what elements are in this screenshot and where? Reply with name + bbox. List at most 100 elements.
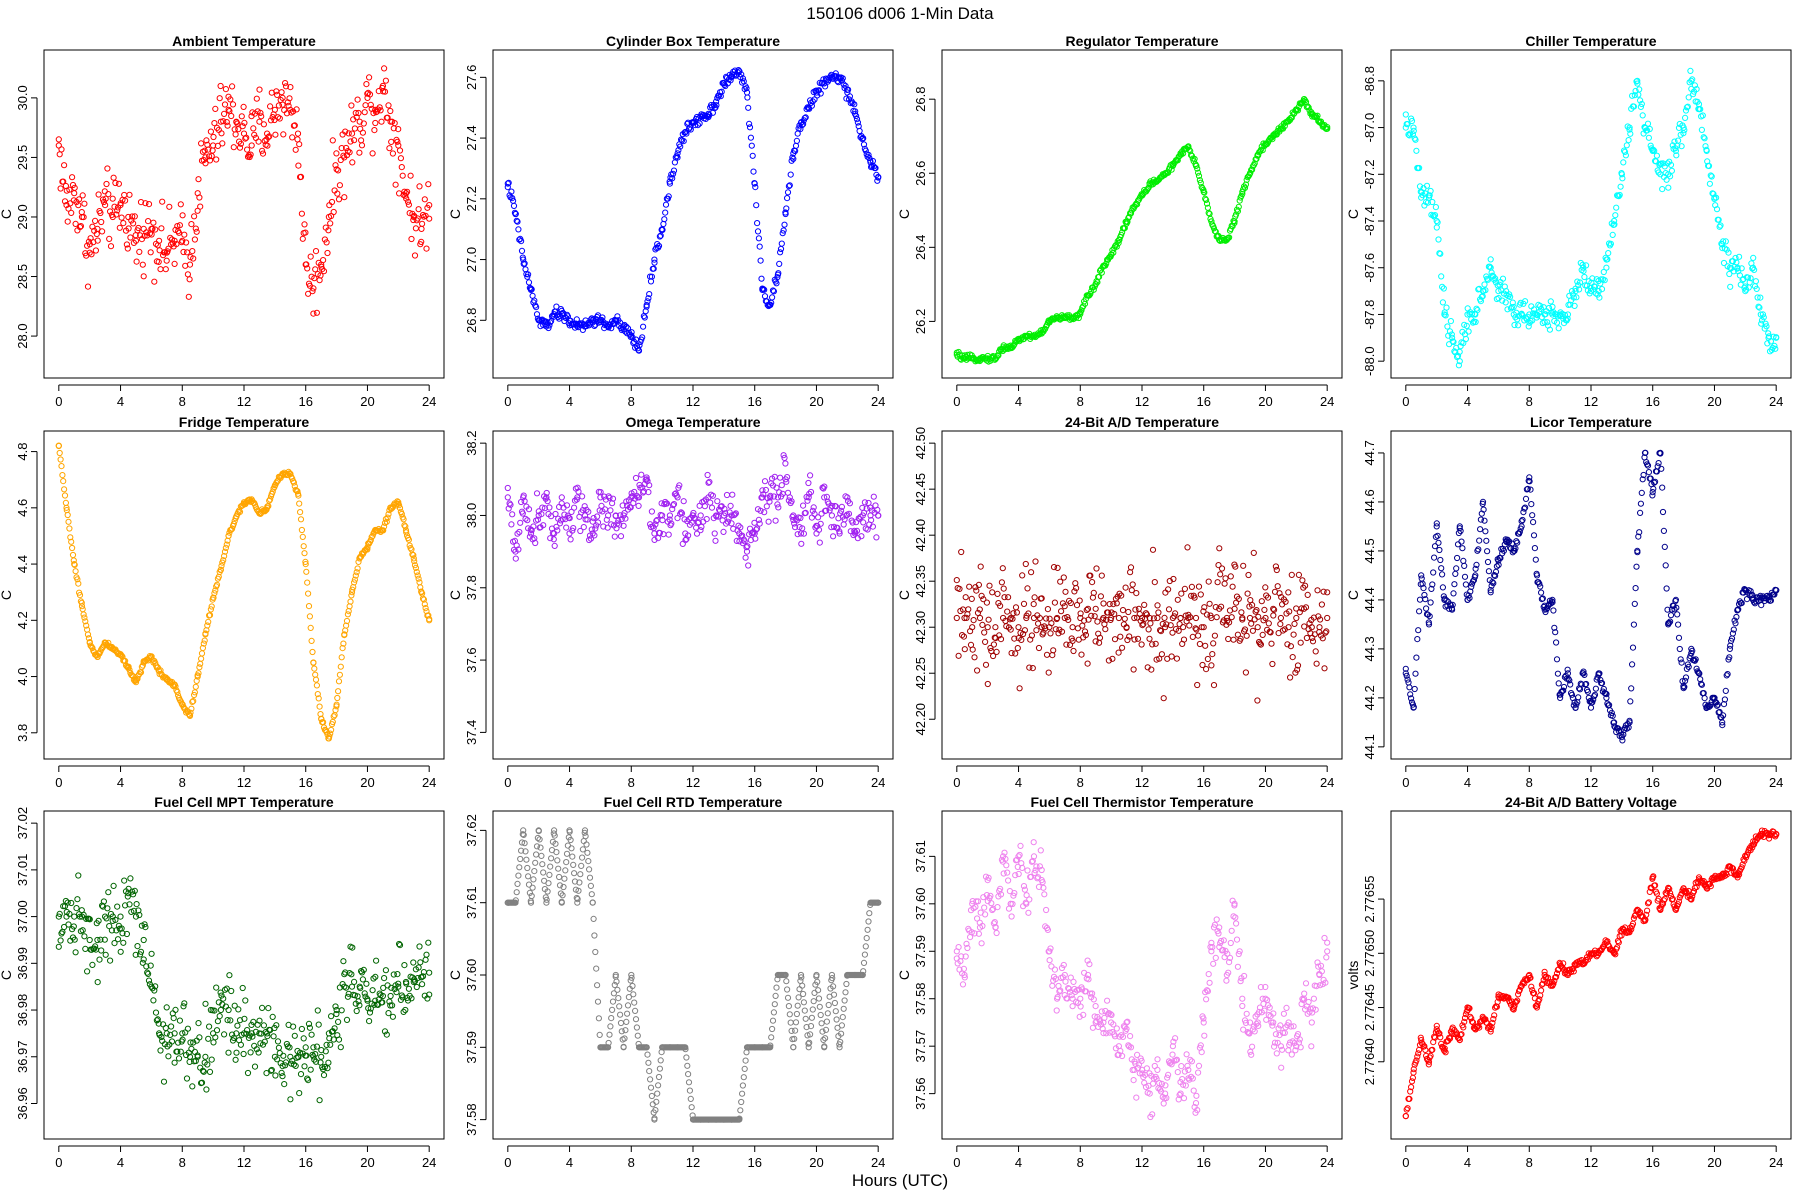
data-point [191, 1048, 198, 1056]
data-point [257, 109, 264, 117]
data-point [539, 504, 546, 511]
data-point [1736, 253, 1743, 260]
data-point [74, 576, 81, 583]
data-point [632, 1007, 639, 1015]
plot-frame [43, 430, 445, 760]
data-point [1706, 180, 1714, 187]
data-point [325, 1059, 332, 1066]
data-point [670, 170, 677, 177]
x-tick-label: 20 [1258, 775, 1272, 790]
data-point [102, 639, 109, 646]
data-point [1404, 676, 1411, 683]
data-point [71, 936, 78, 943]
data-point [632, 1016, 640, 1023]
data-point [228, 526, 235, 533]
data-point [205, 618, 212, 626]
data-point [1541, 311, 1548, 318]
data-point [1616, 191, 1623, 199]
data-point [559, 892, 566, 899]
data-point [352, 109, 359, 117]
data-point [425, 939, 432, 946]
data-point [250, 125, 257, 132]
data-point [1581, 273, 1588, 281]
data-point [298, 1025, 305, 1033]
data-point [1539, 595, 1546, 602]
data-point [202, 1000, 209, 1007]
data-point [653, 517, 660, 525]
data-point [1262, 614, 1269, 622]
data-point [330, 713, 337, 720]
data-point [94, 979, 101, 986]
data-point [727, 77, 734, 84]
data-point [781, 454, 788, 461]
data-point [953, 577, 960, 584]
data-point [1032, 558, 1039, 565]
data-point [1113, 600, 1120, 607]
data-point [772, 517, 779, 524]
data-point [594, 519, 602, 526]
data-point [202, 154, 209, 161]
data-point [1638, 489, 1645, 496]
data-point [157, 1047, 164, 1054]
data-point [724, 518, 732, 525]
x-tick-label: 0 [953, 394, 960, 409]
data-point [792, 142, 800, 149]
data-point [125, 890, 132, 897]
data-point [1492, 572, 1499, 580]
data-point [150, 997, 157, 1004]
data-point [1178, 590, 1185, 597]
data-point [105, 191, 112, 198]
data-point [368, 533, 375, 541]
x-tick-label: 0 [1402, 394, 1409, 409]
data-point [642, 308, 649, 315]
data-point [1490, 580, 1497, 587]
data-point [1577, 259, 1584, 267]
data-point [1755, 303, 1762, 310]
data-point [193, 677, 200, 685]
data-point [286, 1044, 293, 1051]
data-point [322, 1048, 329, 1055]
data-point [1431, 543, 1439, 550]
data-point [382, 967, 389, 974]
x-tick-label: 24 [871, 1155, 885, 1170]
data-point [569, 853, 576, 860]
data-point [727, 502, 734, 509]
data-point [1667, 173, 1674, 180]
data-point [165, 245, 172, 252]
data-point [401, 962, 408, 969]
data-point [1069, 314, 1076, 321]
data-point [513, 217, 520, 224]
data-point [181, 1000, 188, 1007]
data-point [294, 490, 302, 497]
data-point [714, 498, 721, 505]
data-point [303, 568, 310, 575]
data-point [1682, 107, 1690, 114]
data-point [103, 915, 110, 922]
data-point [1217, 571, 1224, 578]
data-point [1118, 592, 1125, 599]
data-point [1433, 217, 1440, 225]
data-point [81, 614, 88, 621]
data-point [1487, 589, 1494, 596]
data-point [57, 185, 64, 192]
data-point [399, 172, 406, 179]
data-point [410, 555, 417, 562]
data-point [188, 1045, 195, 1053]
data-point [104, 905, 111, 912]
data-point [99, 228, 106, 235]
data-point [416, 943, 423, 950]
data-point [411, 252, 419, 259]
data-point [551, 827, 558, 834]
data-point [405, 201, 412, 208]
data-point [371, 1001, 378, 1008]
data-point [807, 472, 814, 479]
data-point [1210, 682, 1218, 689]
data-point [335, 688, 342, 695]
data-point [740, 1074, 747, 1081]
data-point [356, 1002, 363, 1009]
data-point [624, 325, 632, 332]
data-point [1551, 624, 1558, 631]
data-point [587, 882, 595, 890]
data-point [674, 494, 681, 501]
data-point [1464, 596, 1471, 604]
